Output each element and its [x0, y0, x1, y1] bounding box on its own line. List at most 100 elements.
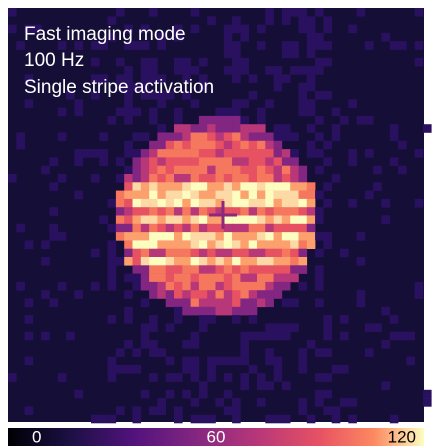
- pixel: [157, 406, 166, 415]
- pixel: [240, 373, 249, 382]
- pixel: [274, 149, 283, 158]
- pixel: [224, 357, 233, 366]
- pixel: [99, 157, 108, 166]
- pixel: [315, 149, 324, 158]
- pixel: [199, 157, 208, 166]
- pixel: [133, 108, 142, 117]
- pixel: [240, 348, 249, 357]
- pixel: [257, 25, 266, 34]
- pixel: [299, 207, 308, 216]
- pixel: [91, 249, 100, 258]
- pixel: [124, 99, 133, 108]
- pixel: [207, 274, 216, 283]
- pixel: [116, 157, 125, 166]
- pixel: [157, 216, 166, 225]
- pixel: [207, 141, 216, 150]
- pixel: [240, 257, 249, 266]
- pixel: [299, 8, 308, 17]
- pixel: [323, 373, 332, 382]
- pixel: [207, 191, 216, 200]
- pixel: [274, 240, 283, 249]
- pixel: [66, 332, 75, 341]
- pixel: [282, 240, 291, 249]
- pixel: [141, 299, 150, 308]
- pixel: [133, 240, 142, 249]
- pixel: [224, 216, 233, 225]
- pixel: [149, 207, 158, 216]
- pixel: [124, 108, 133, 117]
- pixel: [348, 199, 357, 208]
- pixel: [307, 99, 316, 108]
- pixel: [191, 99, 200, 108]
- pixel: [232, 99, 241, 108]
- pixel: [282, 224, 291, 233]
- pixel: [257, 199, 266, 208]
- pixel: [149, 58, 158, 67]
- pixel: [265, 191, 274, 200]
- pixel: [149, 406, 158, 415]
- pixel: [323, 332, 332, 341]
- pixel: [307, 33, 316, 42]
- pixel: [265, 166, 274, 175]
- pixel: [257, 240, 266, 249]
- pixel: [182, 207, 191, 216]
- pixel: [232, 224, 241, 233]
- pixel: [315, 390, 324, 399]
- pixel: [182, 141, 191, 150]
- pixel: [249, 216, 258, 225]
- pixel: [323, 141, 332, 150]
- pixel: [108, 224, 117, 233]
- pixel: [307, 149, 316, 158]
- pixel: [398, 332, 407, 341]
- pixel: [299, 216, 308, 225]
- pixel: [265, 282, 274, 291]
- pixel: [199, 249, 208, 258]
- pixel: [174, 224, 183, 233]
- pixel: [299, 174, 308, 183]
- pixel: [166, 141, 175, 150]
- pixel: [124, 166, 133, 175]
- pixel: [182, 357, 191, 366]
- pixel: [207, 249, 216, 258]
- pixel: [191, 216, 200, 225]
- pixel: [265, 199, 274, 208]
- pixel: [207, 124, 216, 133]
- pixel: [166, 216, 175, 225]
- pixel: [265, 207, 274, 216]
- pixel: [265, 415, 274, 424]
- pixel: [157, 182, 166, 191]
- pixel: [348, 99, 357, 108]
- pixel: [240, 274, 249, 283]
- pixel: [315, 398, 324, 407]
- pixel: [149, 8, 158, 17]
- pixel: [265, 174, 274, 183]
- pixel: [274, 166, 283, 175]
- pixel: [232, 174, 241, 183]
- pixel: [240, 166, 249, 175]
- pixel: [257, 191, 266, 200]
- pixel: [41, 166, 50, 175]
- pixel: [25, 315, 34, 324]
- pixel: [141, 332, 150, 341]
- pixel: [174, 265, 183, 274]
- pixel: [133, 348, 142, 357]
- pixel: [323, 348, 332, 357]
- pixel: [141, 149, 150, 158]
- pixel: [282, 323, 291, 332]
- pixel: [182, 133, 191, 142]
- pixel: [149, 157, 158, 166]
- pixel: [191, 332, 200, 341]
- pixel: [182, 182, 191, 191]
- pixel: [282, 16, 291, 25]
- pixel: [382, 307, 391, 316]
- pixel: [232, 124, 241, 133]
- pixel: [290, 224, 299, 233]
- pixel: [332, 133, 341, 142]
- pixel: [315, 216, 324, 225]
- pixel: [174, 274, 183, 283]
- pixel: [249, 249, 258, 258]
- pixel: [299, 249, 308, 258]
- pixel: [149, 224, 158, 233]
- pixel: [216, 299, 225, 308]
- colorbar-tick-label: 0: [32, 427, 41, 446]
